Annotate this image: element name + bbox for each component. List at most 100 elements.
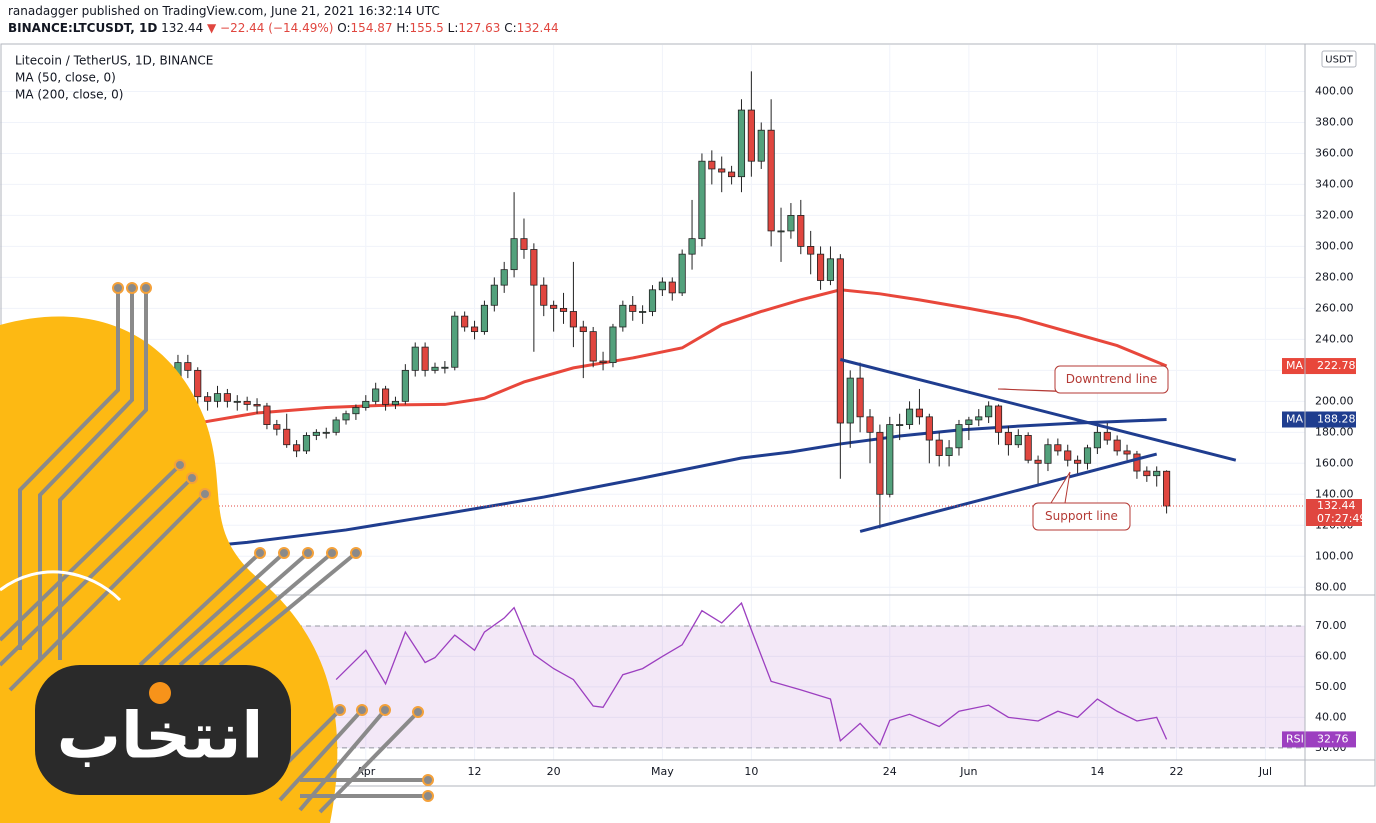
candle-body [975, 416, 983, 421]
rsi-value: 32.76 [1317, 732, 1349, 745]
candle-body [253, 404, 261, 407]
candle-body [1133, 453, 1141, 472]
c-label: C: [504, 21, 517, 35]
candle-body [688, 238, 696, 255]
callout-box [1032, 502, 1131, 531]
candle-body [915, 408, 923, 418]
y-tick-label: 140.00 [1315, 487, 1354, 500]
logo-text: انتخاب [57, 700, 264, 774]
candle-body [698, 160, 706, 240]
candle-body [737, 109, 746, 178]
candle-body [945, 447, 953, 456]
logo-badge [35, 665, 291, 795]
candle-body [728, 171, 736, 178]
x-tick-label: 12 [468, 765, 482, 778]
close: 132.44 [516, 21, 559, 35]
candle-body [540, 284, 548, 306]
candle-body [352, 407, 360, 415]
candle-body [866, 416, 874, 433]
candle-body [797, 215, 805, 247]
candle-body [668, 281, 676, 294]
ma-tag: MA [1286, 359, 1303, 372]
candle-body [293, 444, 301, 452]
candle-body [322, 431, 330, 434]
candle-body [332, 419, 340, 433]
candle-body [965, 419, 973, 425]
logo-curve [0, 570, 122, 602]
callout-label: Support line [1045, 509, 1118, 523]
candle-body [767, 129, 775, 232]
candle-body [490, 284, 498, 306]
symbol-line: BINANCE:LTCUSDT, 1D 132.44 ▼ −22.44 (−14… [8, 21, 559, 35]
circuit-dots [112, 282, 434, 802]
candle-body [609, 326, 617, 364]
low: 127.63 [458, 21, 501, 35]
candle-body [213, 393, 222, 402]
candle-body [233, 400, 241, 403]
candle-body [678, 253, 686, 294]
candle-body [648, 289, 657, 312]
candle-body [520, 238, 528, 250]
price-label-box [1306, 499, 1362, 527]
ma-label-box [1282, 411, 1356, 428]
candle-body [1044, 444, 1052, 464]
watermark-logo: انتخاب [0, 282, 434, 823]
o-label: O: [337, 21, 351, 35]
candle-body [1153, 470, 1161, 477]
y-tick-label: 320.00 [1315, 208, 1354, 221]
candle-body [470, 326, 479, 333]
trend-line [839, 358, 1237, 462]
candle-body [935, 439, 943, 456]
bitcoin-icon [149, 682, 171, 704]
candle-body [302, 435, 311, 452]
candle-body [639, 311, 647, 313]
candle-body [391, 400, 400, 405]
callout-label: Downtrend line [1066, 372, 1157, 386]
candle-body [559, 307, 568, 312]
symbol: BINANCE:LTCUSDT, 1D [8, 21, 158, 35]
change: −22.44 (−14.49%) [220, 21, 334, 35]
x-tick-label: 20 [547, 765, 561, 778]
ma-tag: MA [1286, 412, 1303, 425]
candle-body [579, 326, 587, 333]
candle-body [1004, 431, 1012, 446]
candle-body [510, 238, 518, 271]
candle-body [184, 362, 192, 371]
candle-body [431, 366, 439, 371]
ma-value: 188.28 [1317, 412, 1356, 425]
y-tick-label: 100.00 [1315, 549, 1354, 562]
h-label: H: [396, 21, 410, 35]
candle-body [550, 304, 558, 309]
candle-body [1024, 435, 1032, 461]
y-tick-label: 360.00 [1315, 146, 1354, 159]
y-tick-label: 300.00 [1315, 239, 1354, 252]
ma-value: 222.78 [1317, 359, 1356, 372]
y-tick-label: 160.00 [1315, 456, 1354, 469]
circuit-lines [0, 288, 428, 814]
candle-body [925, 416, 933, 441]
rsi-tag: RSI [1286, 732, 1304, 745]
candle-body [480, 304, 488, 333]
candle-body [846, 377, 854, 424]
candle-body [382, 388, 390, 405]
y-tick-label: 40.00 [1315, 710, 1347, 723]
ma-line [147, 288, 1168, 439]
y-tick-label: 70.00 [1315, 619, 1347, 632]
candle-body [1163, 470, 1171, 507]
candle-body [530, 249, 538, 286]
candle-body [619, 304, 627, 328]
candle-body [194, 369, 202, 398]
y-tick-label: 260.00 [1315, 301, 1354, 314]
candle-body [1054, 444, 1062, 452]
candle-body [629, 304, 637, 312]
candle-body [1093, 431, 1101, 449]
candle-body [1103, 431, 1111, 441]
candle-body [1074, 459, 1082, 464]
candle-body [273, 424, 281, 430]
candle-body [204, 396, 212, 402]
countdown: 07:27:49 [1317, 512, 1366, 525]
candle-body [757, 129, 765, 162]
candle-body [569, 311, 577, 328]
candle-body [708, 160, 716, 170]
